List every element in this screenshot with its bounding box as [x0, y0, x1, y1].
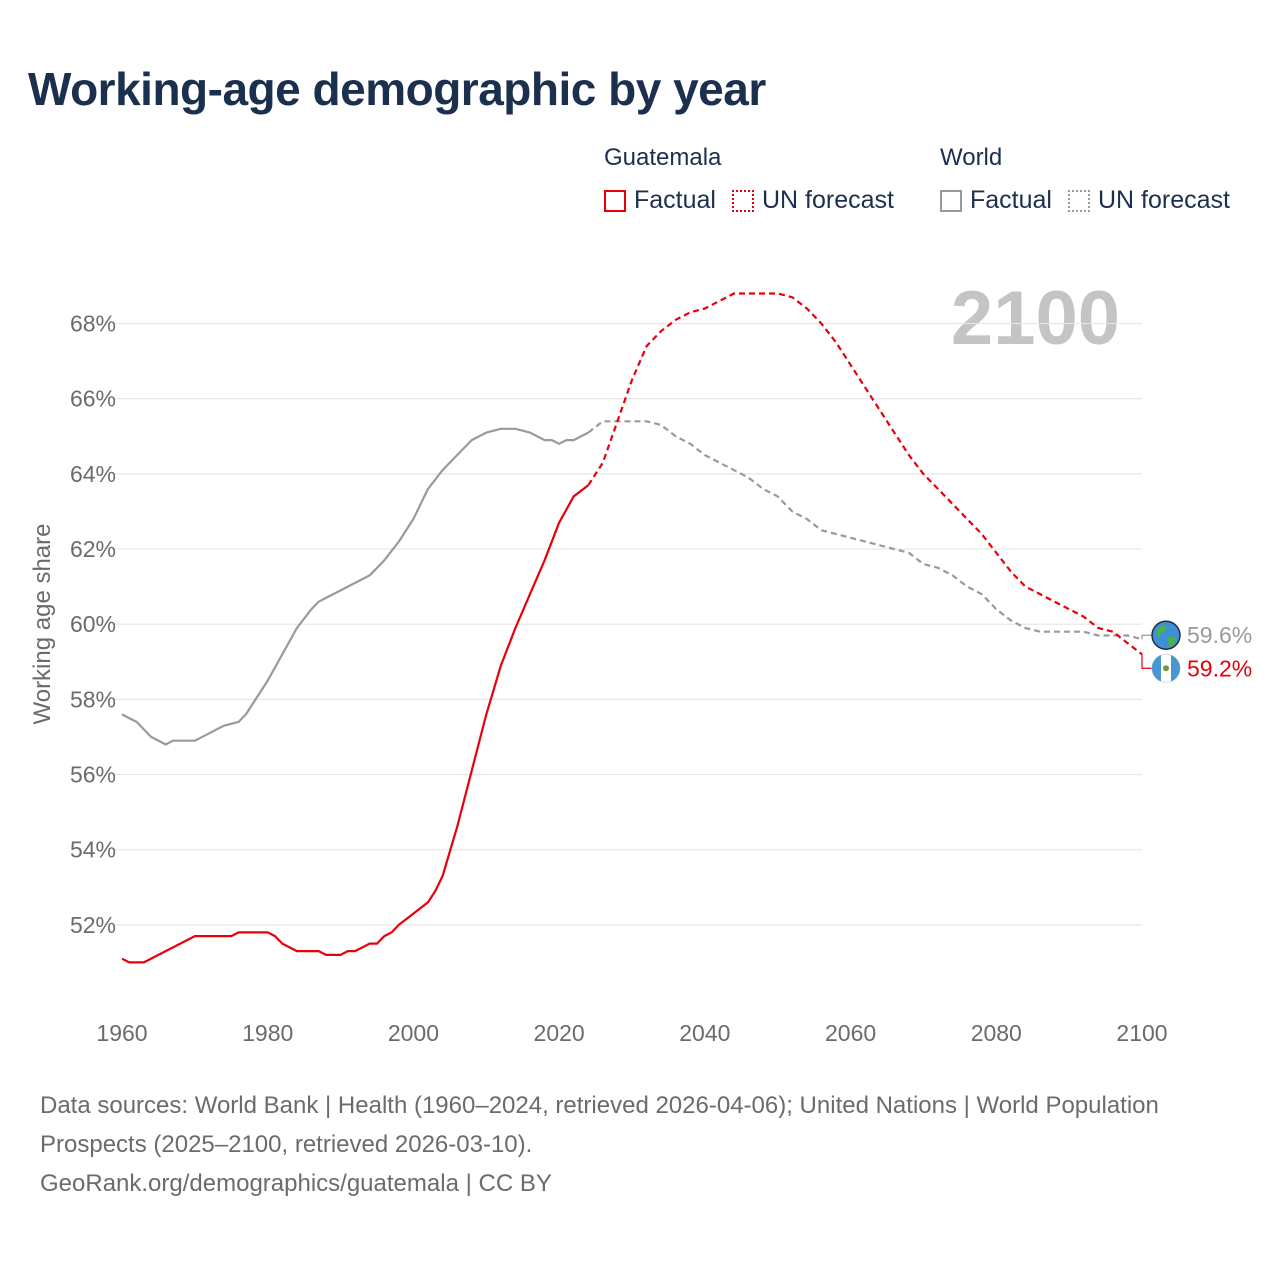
- y-tick-label: 68%: [70, 311, 116, 337]
- y-tick-label: 66%: [70, 386, 116, 412]
- guatemala-factual-line[interactable]: [121, 484, 589, 964]
- x-tick-label: 2040: [679, 1020, 730, 1046]
- legend-swatch-dotted: [1067, 189, 1090, 212]
- end-value-label: 59.2%: [1187, 655, 1252, 681]
- legend-swatch-solid: [604, 189, 626, 212]
- x-tick-label: 2100: [1116, 1020, 1167, 1046]
- current-year-label: 2100: [951, 276, 1120, 361]
- legend-label-factual: Factual: [970, 186, 1052, 214]
- y-tick-label: 54%: [70, 837, 116, 863]
- legend-item-world-forecast[interactable]: UN forecast: [1067, 186, 1230, 215]
- legend-label-factual: Factual: [634, 186, 716, 214]
- end-labels: 59.2% 59.6%: [1141, 620, 1252, 683]
- globe-icon: [1151, 620, 1181, 650]
- x-tick-label: 1980: [242, 1020, 293, 1046]
- guatemala-flag-icon: [1151, 653, 1181, 683]
- y-tick-label: 60%: [70, 611, 116, 637]
- legend-world: World Factual UN forecast: [940, 144, 1246, 215]
- legend-label-forecast: UN forecast: [761, 186, 894, 214]
- legend-item-world-factual[interactable]: Factual: [940, 186, 1052, 215]
- y-tick-label: 58%: [70, 686, 116, 712]
- x-tick-label: 2020: [534, 1020, 585, 1046]
- y-axis-ticks: 52% 54% 56% 58% 60% 62% 64% 66% 68%: [70, 311, 116, 938]
- legend-heading-world: World: [940, 144, 1003, 171]
- end-label-connector: [1141, 634, 1152, 640]
- legend-guatemala: Guatemala Factual UN forecast: [604, 144, 910, 215]
- data-sources: Data sources: World Bank | Health (1960–…: [40, 1092, 1159, 1158]
- x-tick-label: 2000: [388, 1020, 439, 1046]
- x-tick-label: 2080: [971, 1020, 1022, 1046]
- line-chart: 2100 Working age share 52% 54% 56% 58% 60% 62…: [29, 276, 1252, 1046]
- y-tick-label: 56%: [70, 762, 116, 788]
- legend-heading-guatemala: Guatemala: [604, 144, 722, 171]
- end-value-label: 59.6%: [1187, 622, 1252, 648]
- world-forecast-line[interactable]: [587, 420, 1143, 641]
- legend-swatch-dotted: [731, 189, 754, 212]
- end-label-connector: [1141, 654, 1152, 669]
- world-factual-line[interactable]: [121, 427, 589, 746]
- legend-label-forecast: UN forecast: [1097, 186, 1230, 214]
- chart-title: Working-age demographic by year: [28, 63, 766, 115]
- legend-item-guatemala-forecast[interactable]: UN forecast: [731, 186, 894, 215]
- y-tick-label: 62%: [70, 536, 116, 562]
- y-axis-label: Working age share: [29, 524, 56, 725]
- legend-item-guatemala-factual[interactable]: Factual: [604, 186, 716, 215]
- series-lines: [121, 292, 1143, 964]
- y-tick-label: 52%: [70, 912, 116, 938]
- x-tick-label: 1960: [96, 1020, 147, 1046]
- credit-link[interactable]: GeoRank.org/demographics/guatemala | CC …: [40, 1170, 552, 1197]
- footer: Data sources: World Bank | Health (1960–…: [40, 1086, 1220, 1203]
- legend-swatch-solid: [940, 189, 962, 212]
- x-axis-ticks: 1960 1980 2000 2020 2040 2060 2080 2100: [96, 1020, 1167, 1046]
- guatemala-forecast-line[interactable]: [587, 292, 1143, 656]
- gridlines: [112, 322, 1142, 926]
- x-tick-label: 2060: [825, 1020, 876, 1046]
- y-tick-label: 64%: [70, 461, 116, 487]
